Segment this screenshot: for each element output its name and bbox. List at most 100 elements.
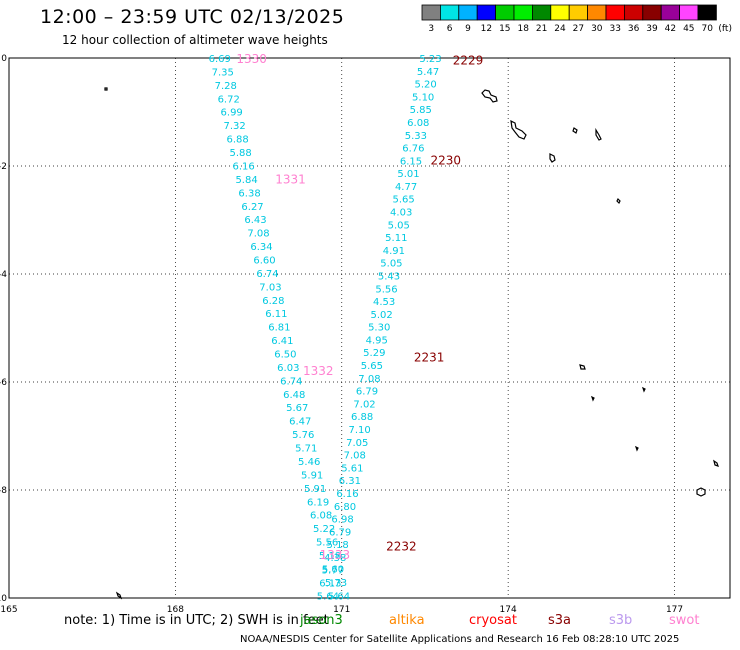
pass-time-label: 1332 (303, 364, 334, 378)
wave-height-value: 5.71 (295, 444, 317, 455)
wave-height-value: 6.31 (339, 476, 361, 487)
wave-height-value: 5.05 (388, 220, 410, 231)
island-outline (595, 127, 602, 141)
island-outline (572, 127, 578, 134)
legend-label: 18 (517, 24, 529, 34)
wave-height-value: 5.88 (229, 148, 251, 159)
satellite-s3b: s3b (609, 613, 633, 628)
pass-time-label: 1333 (320, 548, 351, 562)
satellite-s3a: s3a (548, 613, 572, 628)
color-legend: 3 6 9 12 15 18 21 24 27 30 33 36 39 42 45 70 (ft) (421, 4, 732, 34)
wave-height-value: 5.11 (385, 233, 407, 244)
pass-time-label: 2231 (414, 351, 445, 365)
legend-label: 6 (447, 24, 453, 34)
wave-height-value: 5.22 (313, 524, 335, 535)
lat-tick-label: -6 (0, 378, 7, 388)
map-frame (8, 57, 731, 599)
wave-height-value: 6.16 (232, 161, 254, 172)
wave-height-value: 6.03 (277, 363, 299, 374)
wave-height-value: 6.47 (289, 417, 311, 428)
wave-height-value: 5.18 (327, 540, 349, 551)
wave-height-value: 6.41 (271, 336, 293, 347)
wave-height-value: 6.15 (400, 156, 422, 167)
wave-height-value: 5.65 (393, 195, 415, 206)
lat-tick-label: -2 (0, 162, 7, 172)
wave-height-value: 5.73 (325, 578, 347, 589)
wave-height-value: 5.91 (301, 470, 323, 481)
wave-height-value: 5.76 (292, 430, 314, 441)
wave-height-value: 6.43 (244, 215, 266, 226)
wave-height-value: 7.08 (247, 229, 269, 240)
wave-height-value: 5.20 (414, 80, 436, 91)
island-outline (549, 153, 556, 163)
credit-line: NOAA/NESDIS Center for Satellite Applica… (240, 634, 680, 645)
wave-height-value: 7.10 (349, 425, 371, 436)
wave-height-value: 7.35 (212, 67, 234, 78)
wave-height-value: 5.61 (341, 463, 363, 474)
legend-unit: (ft) (718, 24, 732, 34)
satellite-jason3: jason3 (300, 613, 343, 628)
wave-height-value: 6.98 (331, 515, 353, 526)
satellite-altika: altika (389, 613, 425, 628)
wave-height-value: 6.50 (274, 350, 296, 361)
pass-time-label: 2232 (386, 540, 417, 554)
satellite-swot: swot (669, 613, 700, 628)
map-subtitle: 12 hour collection of altimeter wave hei… (62, 33, 328, 47)
legend-label: 27 (573, 24, 584, 34)
wave-height-value: 6.48 (283, 390, 305, 401)
wave-height-value: 5.67 (286, 403, 308, 414)
wave-height-value: 6.08 (407, 118, 429, 129)
legend-label: 39 (646, 24, 658, 34)
wave-height-value: 5.23 (419, 54, 441, 65)
wave-height-value: 6.13 (319, 579, 341, 590)
pass-time-label: 2229 (453, 54, 484, 68)
wave-height-value: 5.91 (304, 484, 326, 495)
wave-height-value: 6.16 (336, 489, 358, 500)
wave-height-value: 5.85 (410, 105, 432, 116)
wave-height-value: 6.74 (256, 269, 278, 280)
lon-tick-label: 171 (333, 605, 350, 615)
map-title: 12:00 – 23:59 UTC 02/13/2025 (40, 6, 345, 28)
wave-height-value: 6.80 (334, 502, 356, 513)
legend-swatch (697, 4, 717, 21)
pass-time-label: 1330 (236, 52, 267, 66)
wave-height-value: 4.53 (373, 297, 395, 308)
wave-height-value: 5.77 (322, 566, 344, 577)
wave-height-value: 4.91 (383, 246, 405, 257)
wave-height-value: 4.95 (366, 335, 388, 346)
wave-height-value: 5.10 (412, 92, 434, 103)
island-outline (616, 197, 621, 205)
legend-label: 24 (554, 24, 566, 34)
legend-label: 42 (665, 24, 676, 34)
legend-label: 12 (481, 24, 492, 34)
wave-height-value: 6.88 (227, 135, 249, 146)
island-outline (510, 119, 527, 140)
wave-height-value: 7.03 (259, 282, 281, 293)
wave-height-value: 7.28 (215, 81, 237, 92)
wave-height-value: 4.38 (324, 553, 346, 564)
wave-height-value: 6.69 (209, 54, 231, 65)
wave-height-value: 5.02 (371, 310, 393, 321)
wave-height-value: 6.72 (218, 94, 240, 105)
island-outline (634, 445, 639, 452)
wave-height-value: 5.43 (378, 271, 400, 282)
wave-height-value: 5.30 (368, 323, 390, 334)
wave-height-value: 6.99 (221, 108, 243, 119)
wave-height-value: 5.64 (317, 591, 339, 602)
island-outline (579, 364, 586, 370)
legend-label: 15 (499, 24, 510, 34)
wave-height-value: 7.02 (353, 399, 375, 410)
wave-height-value: 7.05 (346, 438, 368, 449)
lon-tick-label: 165 (0, 605, 17, 615)
island-outline (104, 87, 108, 91)
wave-height-value: 6.76 (402, 144, 424, 155)
wave-height-value: 5.46 (298, 457, 320, 468)
wave-height-value: 6.28 (262, 296, 284, 307)
wave-height-value: 6.27 (241, 202, 263, 213)
wave-height-value: 5.84 (235, 175, 257, 186)
lon-tick-label: 174 (500, 605, 517, 615)
wave-height-value: 5.01 (397, 169, 419, 180)
legend-label: 36 (628, 24, 640, 34)
wave-height-value: 6.60 (253, 255, 275, 266)
